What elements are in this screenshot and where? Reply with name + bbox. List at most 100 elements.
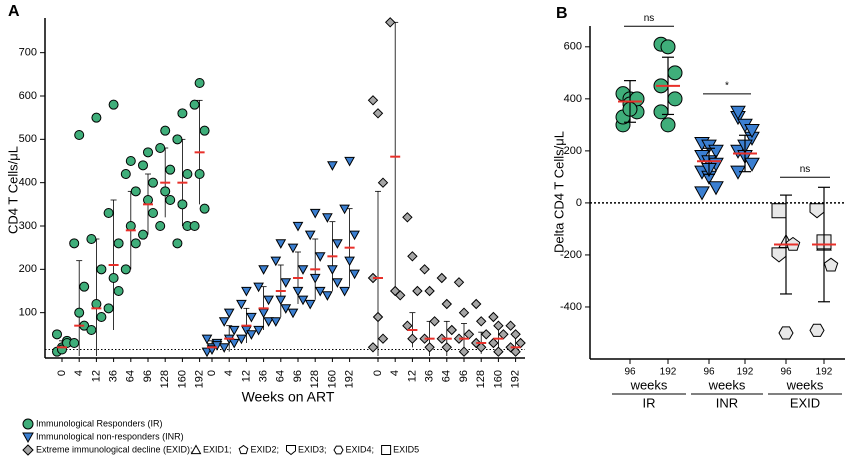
point — [155, 221, 166, 231]
point — [52, 329, 62, 340]
point — [69, 338, 80, 348]
point — [424, 285, 435, 297]
y-tick-label: 0 — [576, 197, 582, 209]
point — [194, 78, 205, 88]
x-tick-label: 192 — [194, 370, 206, 388]
point — [510, 329, 521, 340]
x-tick-label: 128 — [475, 370, 487, 388]
point — [130, 238, 141, 249]
x-tick-label: 192 — [510, 370, 522, 388]
significance-label: ns — [800, 164, 811, 175]
x-tick-label: 96 — [292, 370, 304, 382]
y-tick-label: 400 — [564, 93, 582, 105]
point — [653, 104, 669, 120]
point — [377, 177, 389, 188]
point — [771, 203, 787, 219]
point — [372, 311, 384, 323]
legend-marker — [22, 432, 34, 444]
x-tick-label: 160 — [176, 370, 188, 388]
x-tick-label: 36 — [108, 370, 120, 382]
point — [463, 329, 475, 340]
point — [148, 208, 158, 218]
point — [488, 337, 499, 349]
point — [510, 346, 521, 357]
point — [344, 256, 355, 267]
x-tick-label: 160 — [492, 370, 504, 388]
x-tick-label: 0 — [206, 370, 218, 376]
point — [778, 326, 794, 340]
point — [91, 299, 102, 309]
y-axis-label: Delta CD4 T Cells/μL — [551, 131, 566, 253]
panel-label: B — [556, 5, 568, 22]
point — [236, 299, 247, 310]
x-tick-label: 36 — [424, 370, 436, 382]
point — [309, 273, 321, 284]
point — [730, 105, 746, 120]
legend-marker — [286, 445, 296, 456]
point — [172, 134, 183, 145]
panel-label: A — [8, 3, 20, 20]
point — [493, 320, 504, 331]
point — [113, 286, 124, 296]
point — [246, 312, 257, 323]
x-axis-label: Weeks on ART — [242, 389, 335, 405]
point — [367, 95, 379, 106]
point — [86, 325, 97, 335]
x-tick-label: 12 — [240, 370, 252, 382]
legend-marker — [22, 418, 34, 430]
point — [809, 203, 825, 219]
point — [287, 243, 299, 254]
x-tick-label: 64 — [441, 370, 453, 382]
x-tick-label: 12 — [90, 370, 102, 382]
point — [327, 265, 338, 275]
y-axis-label: CD4 T Cells/μL — [5, 146, 20, 234]
point — [314, 252, 326, 262]
point — [138, 229, 148, 240]
point — [708, 181, 724, 196]
point — [436, 272, 448, 284]
legend-marker — [381, 445, 392, 455]
point — [453, 277, 465, 288]
legend-label: EXID4; — [346, 444, 375, 454]
point — [246, 330, 257, 340]
point — [103, 303, 114, 314]
x-tick-label: 0 — [372, 370, 384, 376]
y-tick-label: 500 — [19, 133, 37, 145]
x-tick-label: 4 — [73, 370, 85, 376]
point — [96, 264, 107, 275]
point — [218, 343, 230, 353]
point — [138, 160, 148, 171]
point — [120, 169, 131, 179]
point — [809, 323, 825, 337]
legend-label: EXID1; — [203, 444, 232, 454]
point — [74, 130, 85, 140]
x-tick-label: 128 — [309, 370, 321, 388]
point — [322, 213, 333, 223]
point — [143, 195, 153, 205]
legend-marker — [238, 444, 249, 455]
point — [189, 221, 200, 231]
point — [79, 281, 90, 292]
legend-label: EXID2; — [251, 444, 280, 454]
x-tick-label: 192 — [660, 367, 677, 378]
point — [367, 342, 379, 353]
point — [103, 208, 114, 218]
point — [475, 342, 487, 353]
legend-marker — [190, 444, 202, 455]
significance-label: ns — [644, 13, 655, 24]
point — [228, 338, 240, 349]
x-tick-label: 64 — [275, 370, 287, 382]
point — [424, 342, 435, 353]
point — [402, 320, 413, 331]
x-tick-label: 96 — [780, 367, 792, 378]
point — [228, 325, 240, 336]
point — [74, 307, 85, 318]
point — [182, 169, 193, 179]
point — [412, 285, 423, 297]
point — [96, 312, 107, 322]
point — [155, 143, 166, 153]
group-label: INR — [716, 395, 738, 410]
point — [143, 147, 153, 158]
x-tick-label: 192 — [344, 370, 356, 388]
point — [201, 334, 213, 345]
